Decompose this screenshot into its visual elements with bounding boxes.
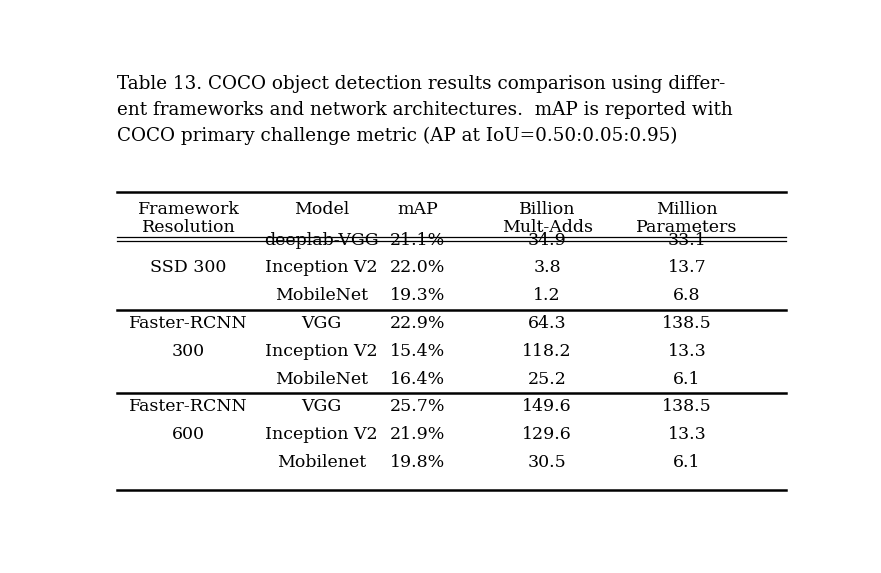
- Text: Mult-Adds: Mult-Adds: [501, 219, 593, 236]
- Text: Model: Model: [294, 201, 350, 218]
- Text: Framework: Framework: [137, 201, 240, 218]
- Text: 13.7: 13.7: [668, 260, 707, 276]
- Text: 138.5: 138.5: [663, 398, 712, 415]
- Text: 30.5: 30.5: [528, 454, 566, 471]
- Text: SSD 300: SSD 300: [151, 260, 226, 276]
- Text: 6.8: 6.8: [673, 287, 700, 304]
- Text: VGG: VGG: [301, 398, 342, 415]
- Text: Billion: Billion: [519, 201, 575, 218]
- Text: 21.1%: 21.1%: [389, 231, 445, 249]
- Text: COCO primary challenge metric (AP at IoU=0.50:0.05:0.95): COCO primary challenge metric (AP at IoU…: [117, 127, 677, 145]
- Text: 149.6: 149.6: [522, 398, 572, 415]
- Text: 64.3: 64.3: [528, 315, 566, 332]
- Text: VGG: VGG: [301, 315, 342, 332]
- Text: 34.9: 34.9: [528, 231, 566, 249]
- Text: Faster-RCNN: Faster-RCNN: [130, 315, 248, 332]
- Text: 6.1: 6.1: [673, 371, 700, 388]
- Text: MobileNet: MobileNet: [275, 287, 368, 304]
- Text: Table 13. COCO object detection results comparison using differ-: Table 13. COCO object detection results …: [117, 76, 725, 93]
- Text: Inception V2: Inception V2: [265, 426, 378, 444]
- Text: 1.2: 1.2: [533, 287, 561, 304]
- Text: 138.5: 138.5: [663, 315, 712, 332]
- Text: Inception V2: Inception V2: [265, 260, 378, 276]
- Text: 13.3: 13.3: [668, 343, 707, 360]
- Text: deeplab-VGG: deeplab-VGG: [264, 231, 379, 249]
- Text: 118.2: 118.2: [522, 343, 572, 360]
- Text: Parameters: Parameters: [636, 219, 737, 236]
- Text: Resolution: Resolution: [142, 219, 235, 236]
- Text: 6.1: 6.1: [673, 454, 700, 471]
- Text: ent frameworks and network architectures.  mAP is reported with: ent frameworks and network architectures…: [117, 101, 733, 119]
- Text: Mobilenet: Mobilenet: [278, 454, 366, 471]
- Text: mAP: mAP: [397, 201, 438, 218]
- Text: Million: Million: [656, 201, 718, 218]
- Text: 600: 600: [172, 426, 205, 444]
- Text: Inception V2: Inception V2: [265, 343, 378, 360]
- Text: 15.4%: 15.4%: [389, 343, 445, 360]
- Text: Faster-RCNN: Faster-RCNN: [130, 398, 248, 415]
- Text: 25.7%: 25.7%: [389, 398, 445, 415]
- Text: 33.1: 33.1: [668, 231, 707, 249]
- Text: 16.4%: 16.4%: [389, 371, 445, 388]
- Text: MobileNet: MobileNet: [275, 371, 368, 388]
- Text: 3.8: 3.8: [533, 260, 561, 276]
- Text: 19.3%: 19.3%: [389, 287, 445, 304]
- Text: 19.8%: 19.8%: [389, 454, 445, 471]
- Text: 21.9%: 21.9%: [389, 426, 445, 444]
- Text: 129.6: 129.6: [522, 426, 572, 444]
- Text: 13.3: 13.3: [668, 426, 707, 444]
- Text: 22.9%: 22.9%: [389, 315, 445, 332]
- Text: 25.2: 25.2: [528, 371, 566, 388]
- Text: 22.0%: 22.0%: [389, 260, 445, 276]
- Text: 300: 300: [172, 343, 205, 360]
